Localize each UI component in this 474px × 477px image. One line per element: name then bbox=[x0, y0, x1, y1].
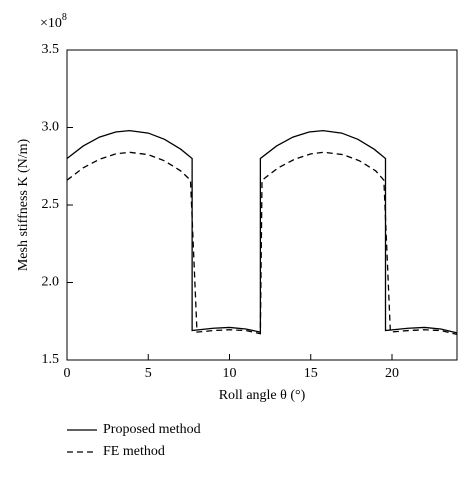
y-tick-label: 2.5 bbox=[42, 197, 60, 212]
x-tick-label: 10 bbox=[223, 366, 237, 381]
x-tick-label: 20 bbox=[385, 366, 399, 381]
series-line bbox=[66, 151, 458, 336]
y-multiplier: ×108 bbox=[40, 12, 67, 31]
y-tick-label: 3.0 bbox=[42, 120, 60, 135]
y-tick-label: 2.0 bbox=[42, 275, 60, 290]
legend-label: FE method bbox=[103, 444, 165, 459]
x-tick-label: 5 bbox=[145, 366, 152, 381]
x-axis-label: Roll angle θ (°) bbox=[219, 388, 306, 403]
y-tick-label: 3.5 bbox=[42, 42, 60, 57]
y-multiplier-base: ×10 bbox=[40, 16, 62, 31]
y-axis-label: Mesh stiffness K (N/m) bbox=[16, 138, 31, 271]
y-tick-label: 1.5 bbox=[42, 352, 60, 367]
series-line bbox=[66, 129, 458, 334]
x-tick-label: 0 bbox=[64, 366, 71, 381]
y-multiplier-exponent: 8 bbox=[62, 12, 67, 23]
legend-label: Proposed method bbox=[103, 422, 201, 437]
x-tick-label: 15 bbox=[304, 366, 318, 381]
